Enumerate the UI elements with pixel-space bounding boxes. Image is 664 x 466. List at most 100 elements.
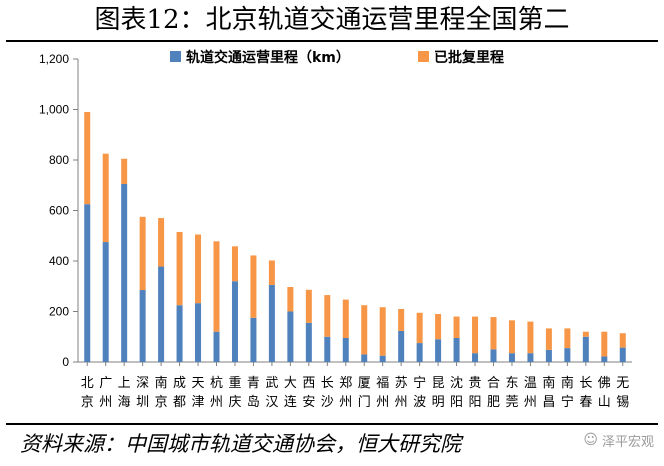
category-label: 武汉 (265, 376, 278, 410)
bar-operating (416, 343, 423, 362)
bar-approved (342, 299, 349, 339)
bar-approved (564, 328, 571, 349)
bar-operating (102, 242, 109, 362)
bar-operating (121, 183, 128, 362)
bar-operating (398, 330, 405, 362)
category-label: 大连 (284, 376, 297, 410)
bar-operating (379, 355, 386, 362)
category-label: 温州 (524, 376, 537, 410)
y-tick-label: 200 (49, 305, 69, 319)
bottom-rule (6, 423, 658, 425)
bar-approved (139, 216, 146, 291)
category-label: 西安 (302, 376, 315, 410)
bar-operating (324, 336, 331, 362)
bar-approved (324, 295, 331, 337)
bar-operating (545, 349, 552, 362)
bar-approved (250, 255, 257, 318)
bar-operating (508, 353, 515, 362)
category-label: 广州 (99, 376, 112, 410)
category-label: 成都 (173, 376, 186, 410)
bar-operating (472, 353, 479, 362)
legend-swatch-operating (170, 51, 181, 62)
bar-approved (176, 231, 183, 306)
bar-approved (231, 246, 238, 282)
y-tick-label: 600 (49, 204, 69, 218)
category-label: 北京 (81, 376, 94, 410)
bar-operating (361, 354, 368, 362)
bar-approved (508, 320, 515, 354)
category-label: 合肥 (487, 376, 500, 410)
y-tick-label: 800 (49, 153, 69, 167)
bar-approved (213, 241, 220, 332)
bar-operating (213, 331, 220, 362)
bar-approved (398, 308, 405, 331)
y-axis: 0 200 400 600 800 1,000 1,200 (39, 52, 79, 369)
category-label: 上海 (118, 376, 131, 410)
bar-chart: 0 200 400 600 800 1,000 1,200 北京广州上海深圳南京成都天津杭州… (39, 49, 632, 410)
bar-approved (361, 305, 368, 355)
category-label: 深圳 (136, 376, 149, 410)
bar-approved (527, 321, 534, 354)
bar-approved (416, 312, 423, 344)
category-label: 福州 (376, 376, 389, 410)
bar-operating (84, 204, 91, 362)
bar-operating (305, 322, 312, 362)
bar-operating (619, 347, 626, 362)
category-label: 佛山 (598, 376, 611, 410)
figure-title: 图表12：北京轨道交通运营里程全国第二 (94, 5, 570, 35)
category-label: 东莞 (505, 376, 518, 410)
category-label: 天津 (192, 376, 205, 410)
bar-operating (601, 356, 608, 362)
bar-operating (195, 303, 202, 362)
bar-operating (527, 353, 534, 362)
category-label: 宁波 (413, 375, 426, 410)
bar-approved (545, 328, 552, 350)
bar-operating (139, 290, 146, 362)
bar-operating (158, 266, 165, 362)
bar-approved (121, 158, 128, 184)
bar-operating (453, 338, 460, 362)
legend-swatch-approved (418, 51, 429, 62)
legend: 轨道交通运营里程（km） 已批复里程 (170, 49, 504, 66)
bar-approved (435, 314, 442, 340)
category-label: 南昌 (542, 375, 555, 410)
bar-approved (84, 112, 91, 205)
bar-operating (564, 348, 571, 362)
bar-approved (158, 218, 165, 267)
bar-approved (305, 289, 312, 323)
category-label: 南京 (155, 375, 168, 410)
bar-approved (582, 331, 589, 337)
category-label: 长春 (579, 376, 592, 410)
category-label: 贵阳 (469, 376, 482, 410)
bar-approved (195, 234, 202, 304)
bar-operating (582, 336, 589, 362)
category-label: 厦门 (358, 376, 371, 410)
category-labels: 北京广州上海深圳南京成都天津杭州重庆青岛武汉大连西安长沙郑州厦门福州苏州宁波昆明… (81, 375, 630, 410)
bar-approved (490, 317, 497, 350)
y-tick-label: 1,000 (39, 103, 69, 117)
y-tick-label: 0 (62, 355, 69, 369)
y-tick-label: 400 (49, 254, 69, 268)
category-label: 南宁 (561, 375, 574, 410)
watermark: ☺ 泽平宏观 (583, 426, 654, 454)
watermark-text: 泽平宏观 (601, 434, 654, 450)
bar-approved (102, 153, 109, 243)
bar-approved (619, 333, 626, 348)
category-label: 沈阳 (450, 376, 463, 410)
bar-operating (490, 349, 497, 362)
bar-approved (453, 316, 460, 339)
source-note: 资料来源：中国城市轨道交通协会，恒大研究院 (20, 432, 461, 456)
y-tick-label: 1,200 (39, 52, 69, 66)
category-label: 杭州 (210, 376, 223, 410)
bar-operating (435, 339, 442, 362)
bar-operating (250, 317, 257, 362)
bar-series (84, 112, 626, 362)
category-label: 长沙 (321, 376, 334, 410)
bar-operating (287, 311, 294, 362)
bar-operating (342, 338, 349, 362)
bar-operating (231, 281, 238, 362)
bar-operating (268, 284, 275, 362)
category-label: 重庆 (228, 375, 241, 410)
bar-approved (601, 331, 608, 357)
